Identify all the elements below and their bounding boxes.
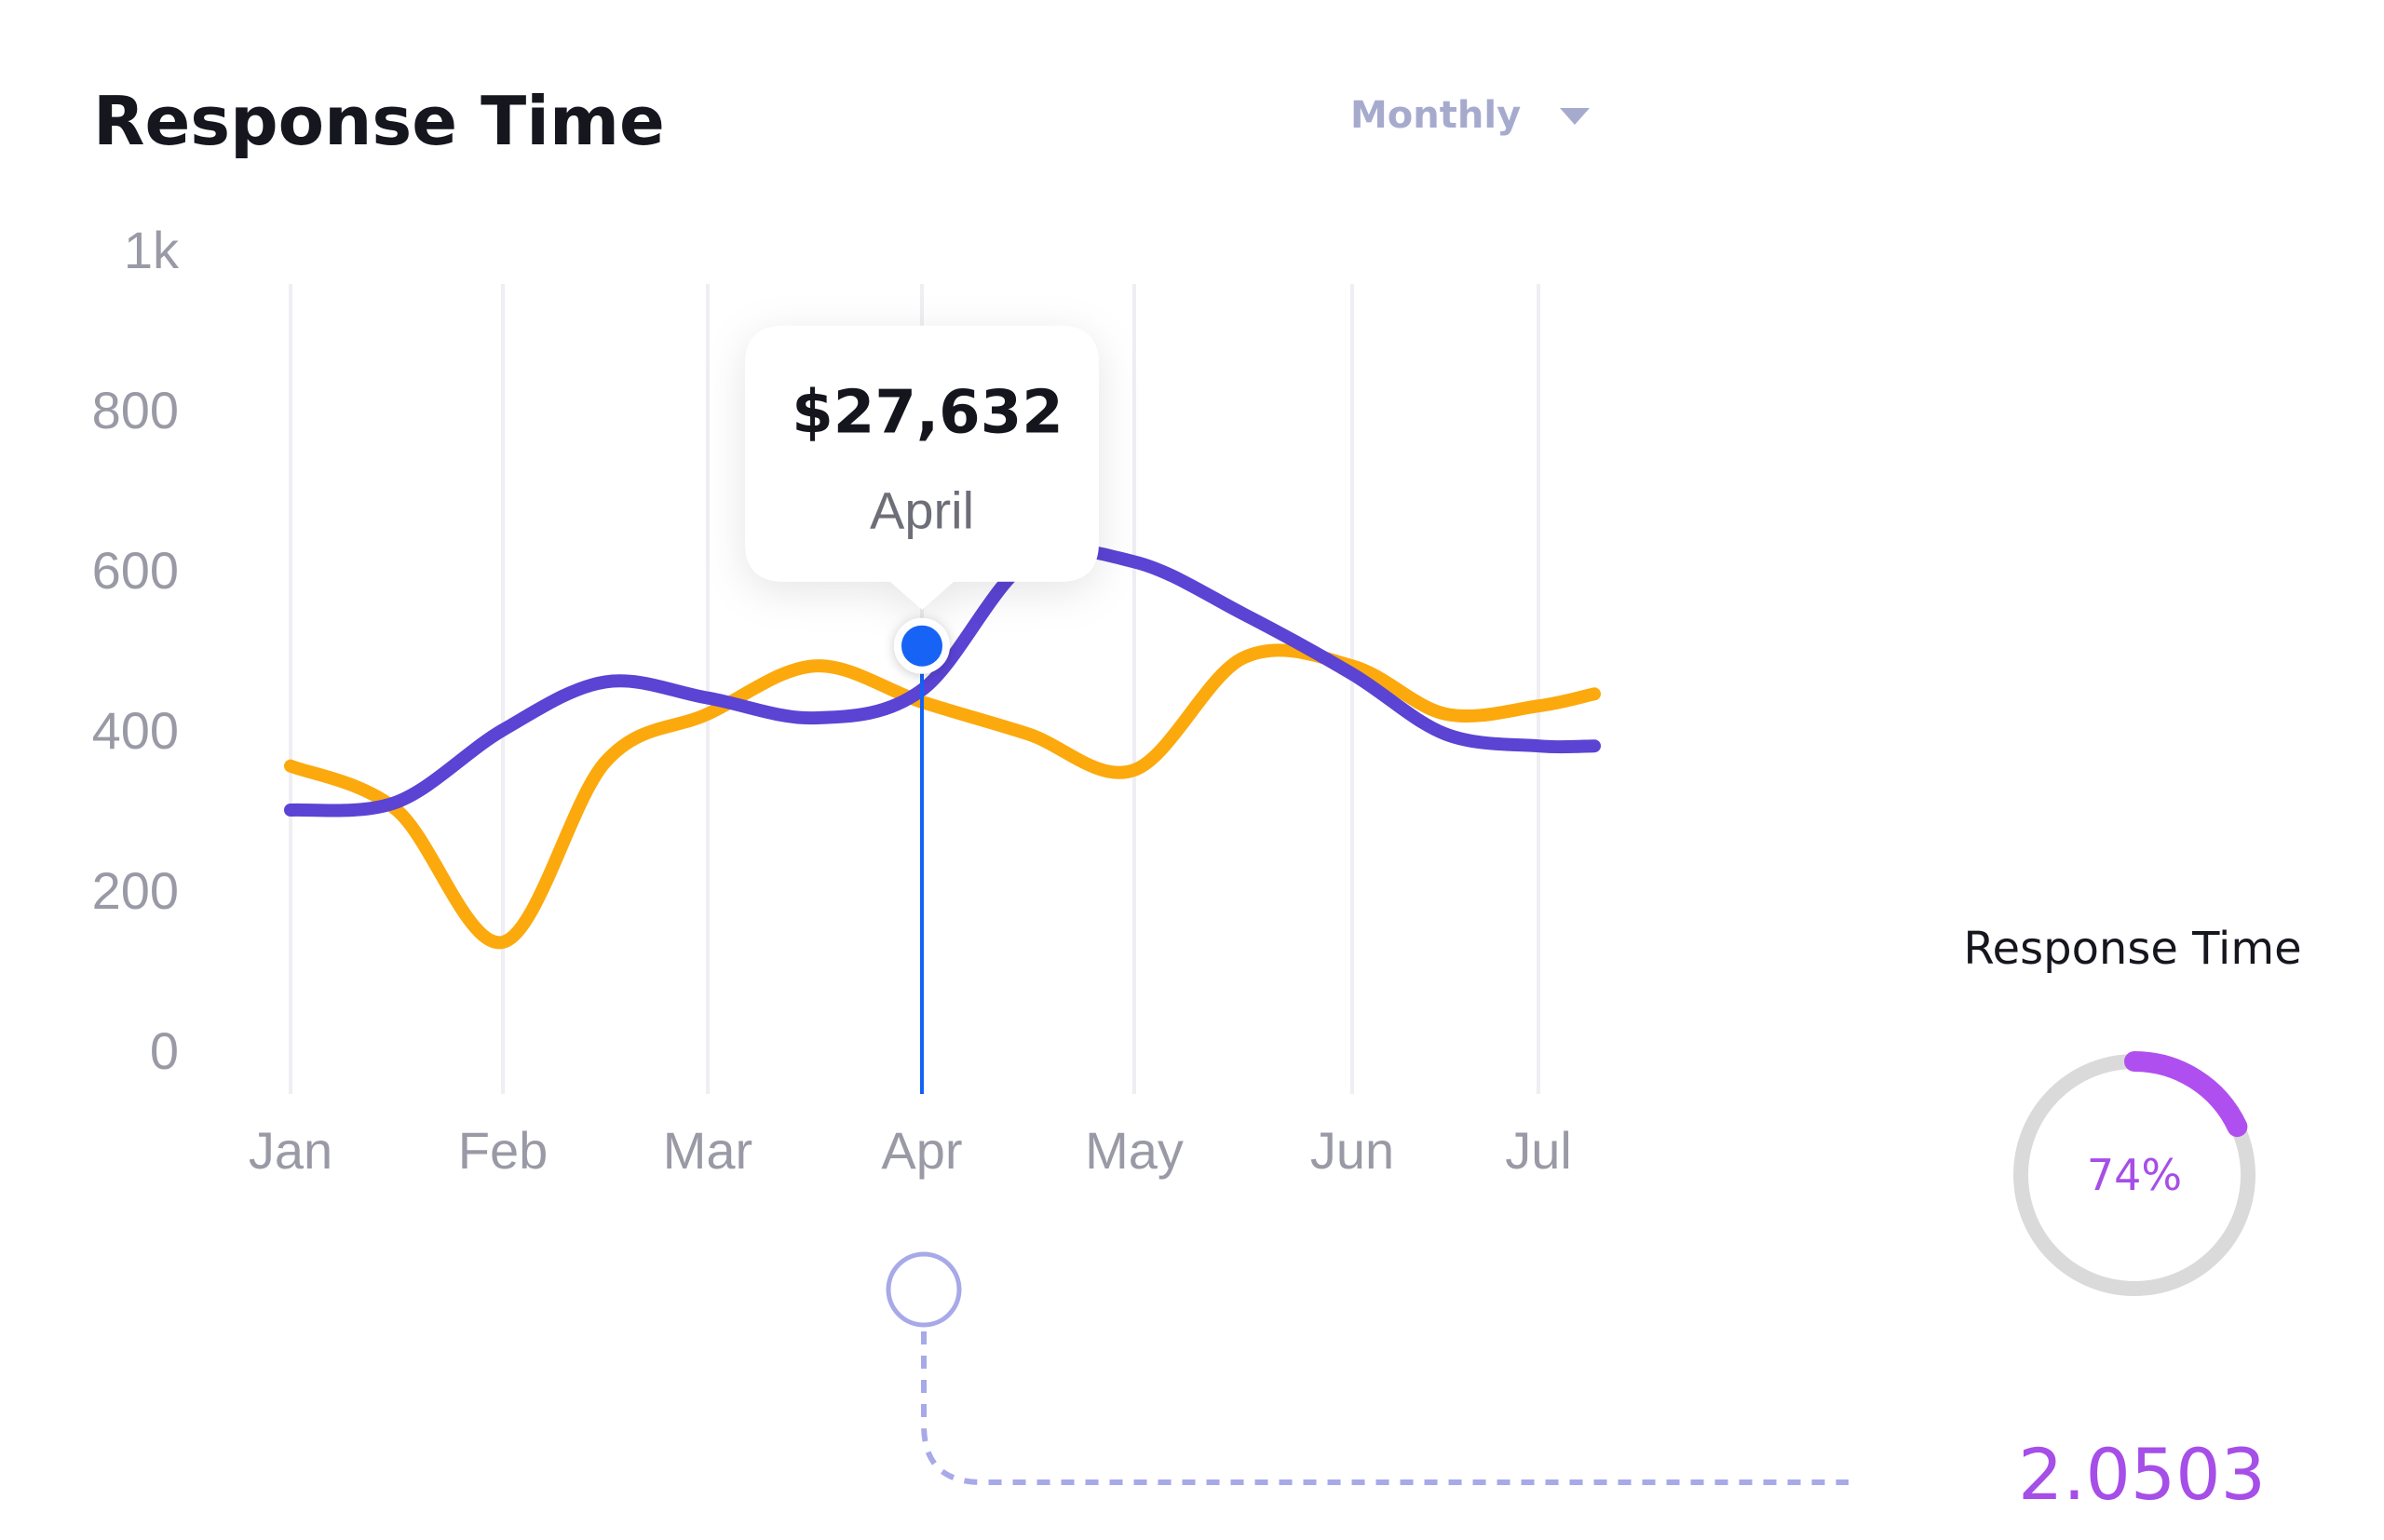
y-tick-label: 400 xyxy=(92,701,179,760)
x-axis: Jan Feb Mar Apr May Jun Jul xyxy=(249,1121,1572,1180)
x-tick-label: Mar xyxy=(663,1121,752,1180)
y-tick-label: 600 xyxy=(92,541,179,600)
y-tick-label: 1k xyxy=(124,221,180,279)
x-tick-label: Feb xyxy=(458,1121,549,1180)
x-tick-label: Jul xyxy=(1505,1121,1572,1180)
x-tick-label: Jan xyxy=(249,1121,332,1180)
x-tick-label: Jun xyxy=(1310,1121,1394,1180)
highlight-point[interactable] xyxy=(894,617,950,674)
tooltip: $27,632 April xyxy=(745,325,1099,610)
y-axis: 0 200 400 600 800 1k xyxy=(92,221,180,1080)
tooltip-label: April xyxy=(870,481,974,540)
period-dropdown-label: Monthly xyxy=(1350,94,1521,137)
x-tick-label: May xyxy=(1085,1121,1184,1180)
caret-down-icon xyxy=(1560,108,1590,125)
gauge-panel: Response Time 74% xyxy=(1963,923,2302,1296)
y-tick-label: 800 xyxy=(92,381,179,439)
x-tick-label: Apr xyxy=(881,1121,962,1180)
metric-value: 2.0503 xyxy=(2018,1433,2266,1516)
series-line-1 xyxy=(284,643,1601,949)
y-tick-label: 200 xyxy=(92,861,179,920)
series-line-2 xyxy=(284,543,1601,817)
connector xyxy=(886,1251,1849,1485)
gauge-percent: 74% xyxy=(2087,1150,2182,1200)
dashed-connector xyxy=(921,1331,1849,1485)
chart-series xyxy=(284,543,1601,949)
gauge-progress xyxy=(2124,1051,2248,1138)
y-tick-label: 0 xyxy=(150,1021,179,1080)
period-dropdown[interactable]: Monthly xyxy=(1350,94,1590,137)
gauge-title: Response Time xyxy=(1963,923,2301,975)
tooltip-box xyxy=(745,325,1099,610)
tooltip-value: $27,632 xyxy=(792,379,1063,448)
ring-marker-icon[interactable] xyxy=(886,1251,962,1328)
page-title: Response Time xyxy=(93,82,665,160)
